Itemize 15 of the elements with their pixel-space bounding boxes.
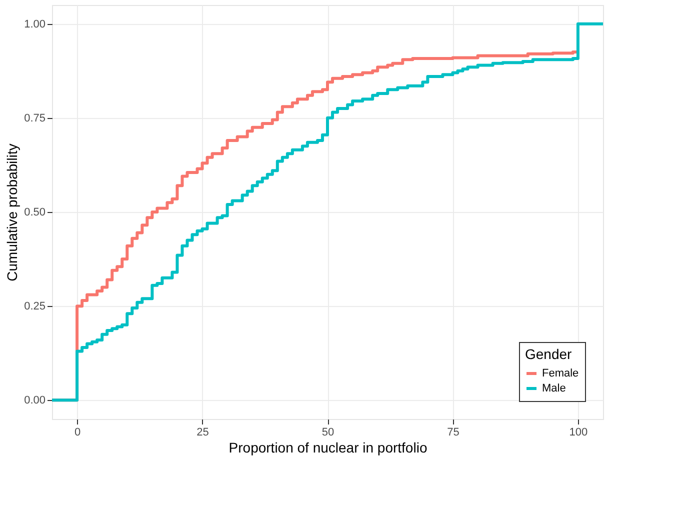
legend-label: Female xyxy=(542,368,579,380)
x-tick-label: 0 xyxy=(74,426,81,438)
legend-label: Male xyxy=(542,382,566,394)
y-tick-label: 0.00 xyxy=(24,394,46,407)
x-axis-title: Proportion of nuclear in portfolio xyxy=(228,440,428,456)
x-tick-label: 100 xyxy=(569,426,588,438)
legend-title: Gender xyxy=(525,346,572,362)
y-axis-title: Cumulative probability xyxy=(4,144,20,282)
x-tick-label: 50 xyxy=(322,426,334,438)
x-tick-label: 25 xyxy=(196,426,209,438)
y-tick-label: 0.75 xyxy=(24,112,46,124)
y-tick-label: 0.50 xyxy=(24,206,46,218)
y-tick-label: 1.00 xyxy=(24,18,46,30)
x-tick-label: 75 xyxy=(447,426,460,438)
y-tick-label: 0.25 xyxy=(24,300,46,313)
